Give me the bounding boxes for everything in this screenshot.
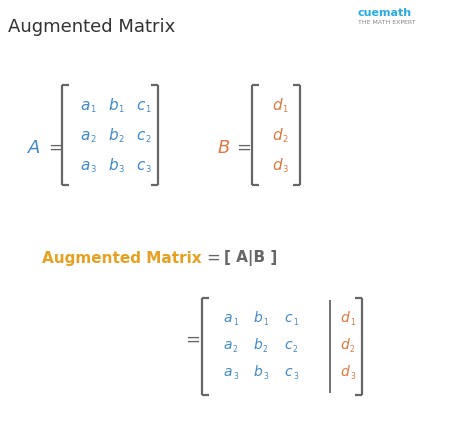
Text: 3: 3 xyxy=(350,372,355,381)
Text: c: c xyxy=(284,338,292,352)
Text: 2: 2 xyxy=(350,345,355,354)
Text: b: b xyxy=(254,365,263,379)
Text: 2: 2 xyxy=(283,135,288,145)
Text: 3: 3 xyxy=(91,165,96,175)
Text: 2: 2 xyxy=(293,345,298,354)
Text: 3: 3 xyxy=(146,165,151,175)
Text: b: b xyxy=(254,338,263,352)
Text: 1: 1 xyxy=(118,105,124,115)
Text: 2: 2 xyxy=(146,135,151,145)
Text: [ A|B ]: [ A|B ] xyxy=(224,250,277,266)
Text: b: b xyxy=(254,311,263,325)
Text: d: d xyxy=(341,365,349,379)
Text: 3: 3 xyxy=(233,372,238,381)
Text: B: B xyxy=(218,139,230,157)
Text: A: A xyxy=(28,139,40,157)
Text: c: c xyxy=(136,97,144,113)
Text: Augmented Matrix: Augmented Matrix xyxy=(42,250,201,266)
Text: 3: 3 xyxy=(118,165,124,175)
Text: 3: 3 xyxy=(263,372,268,381)
Text: a: a xyxy=(80,97,90,113)
Text: THE MATH EXPERT: THE MATH EXPERT xyxy=(358,20,416,25)
Text: 2: 2 xyxy=(118,135,124,145)
Text: 1: 1 xyxy=(263,318,268,327)
Text: c: c xyxy=(136,157,144,173)
Text: 1: 1 xyxy=(350,318,355,327)
Text: 1: 1 xyxy=(283,105,288,115)
Text: 3: 3 xyxy=(283,165,288,175)
Text: d: d xyxy=(272,127,282,143)
Text: d: d xyxy=(272,157,282,173)
Text: 2: 2 xyxy=(91,135,96,145)
Text: b: b xyxy=(108,157,118,173)
Text: 1: 1 xyxy=(233,318,238,327)
Text: c: c xyxy=(136,127,144,143)
Text: 3: 3 xyxy=(293,372,298,381)
Text: 1: 1 xyxy=(146,105,151,115)
Text: =: = xyxy=(206,249,220,267)
Text: 2: 2 xyxy=(263,345,268,354)
Text: c: c xyxy=(284,365,292,379)
Text: =: = xyxy=(48,139,63,157)
Text: 1: 1 xyxy=(293,318,298,327)
Text: b: b xyxy=(108,127,118,143)
Text: =: = xyxy=(185,331,200,349)
Text: d: d xyxy=(341,311,349,325)
Text: d: d xyxy=(272,97,282,113)
Text: d: d xyxy=(341,338,349,352)
Text: a: a xyxy=(224,365,232,379)
Text: cuemath: cuemath xyxy=(358,8,412,18)
Text: b: b xyxy=(108,97,118,113)
Text: a: a xyxy=(80,127,90,143)
Text: 2: 2 xyxy=(233,345,238,354)
Text: c: c xyxy=(284,311,292,325)
Text: a: a xyxy=(224,338,232,352)
Text: =: = xyxy=(236,139,251,157)
Text: a: a xyxy=(224,311,232,325)
Text: a: a xyxy=(80,157,90,173)
Text: 1: 1 xyxy=(91,105,96,115)
Text: Augmented Matrix: Augmented Matrix xyxy=(8,18,175,36)
